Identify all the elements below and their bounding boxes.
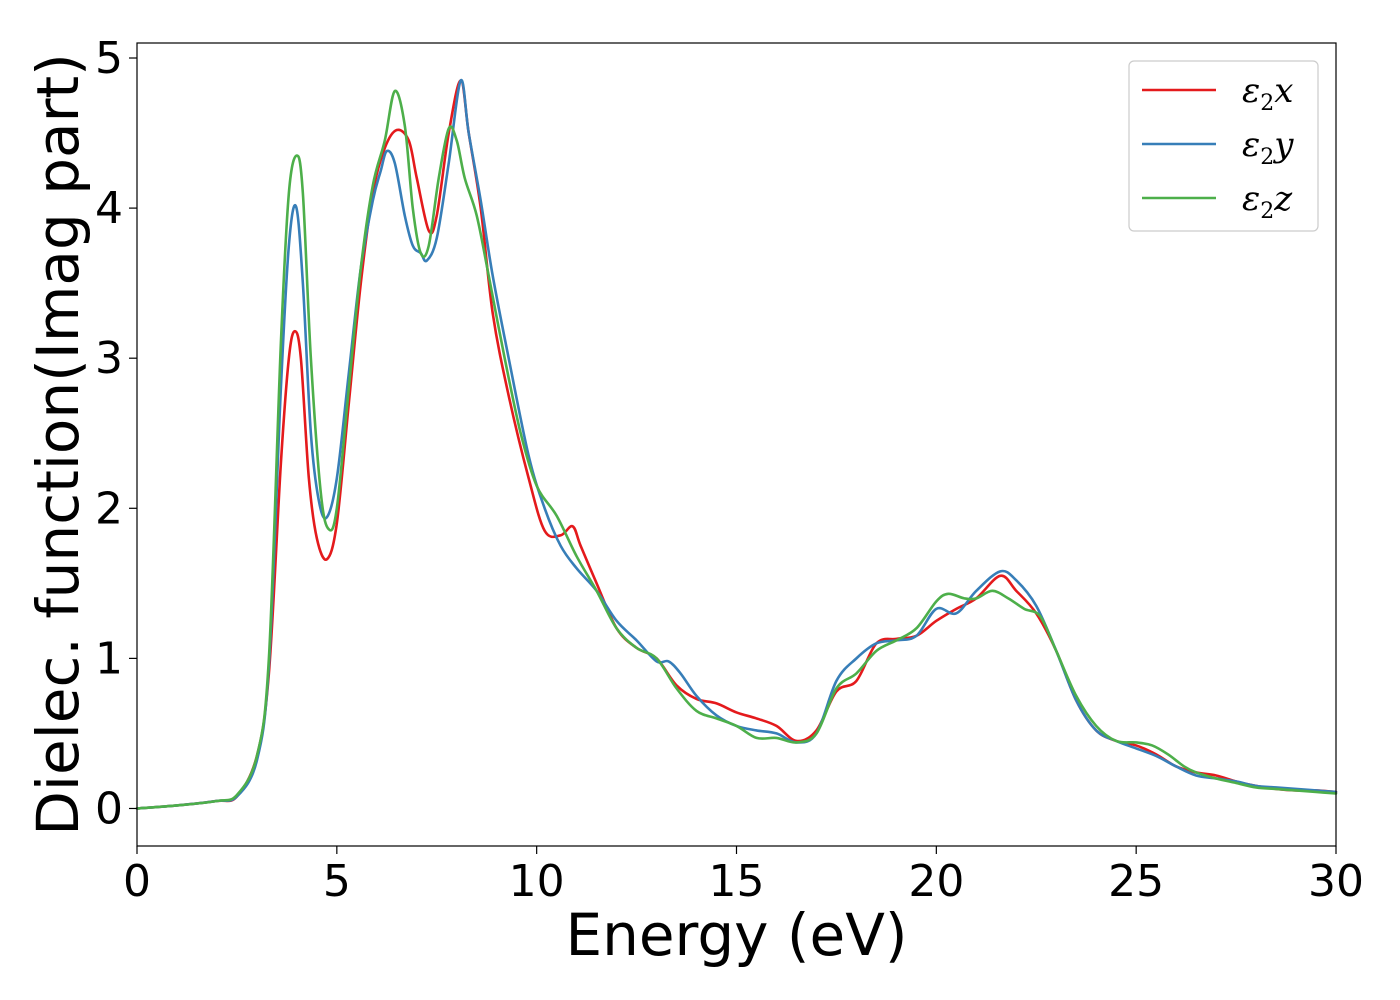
y-tick-label: 4 [95,183,123,234]
x-tick-label: 25 [1108,856,1164,907]
x-axis-title: Energy (eV) [565,901,907,969]
y-tick-label: 1 [95,633,123,684]
legend: ε2x ε2y ε2z [1128,60,1319,232]
series-lines [135,79,1338,810]
legend-label: ε2z [1242,179,1293,224]
legend-label: ε2y [1242,125,1294,170]
x-tick-label: 10 [509,856,565,907]
x-tick-label: 0 [123,856,151,907]
x-tick-label: 5 [323,856,351,907]
legend-label: ε2x [1242,71,1293,116]
x-axis: 0 5 10 15 20 25 30 [123,846,1364,907]
y-tick-label: 5 [95,33,123,84]
x-tick-label: 30 [1308,856,1364,907]
y-tick-label: 3 [95,333,123,384]
y-axis: 0 1 2 3 4 5 [95,33,137,834]
series-line-2 [135,79,1338,810]
x-tick-label: 20 [908,856,964,907]
y-axis-title: Dielec. function(Imag part) [24,53,92,836]
y-tick-label: 0 [95,783,123,834]
legend-box [1128,60,1319,232]
x-tick-label: 15 [709,856,765,907]
y-tick-label: 2 [95,483,123,534]
series-line-3 [135,89,1338,810]
